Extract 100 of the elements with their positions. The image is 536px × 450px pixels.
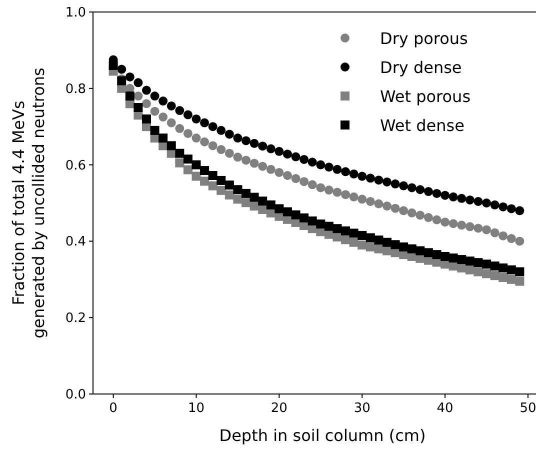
point [274,168,284,177]
point [474,196,483,206]
y-tick-label: 0.2 [65,311,86,326]
point [358,194,367,204]
x-axis-title: Depth in soil column (cm) [219,426,426,445]
point [498,202,508,212]
point [200,137,210,146]
point [242,188,251,198]
point [258,162,268,171]
point [424,187,433,196]
point [416,210,425,220]
point [291,152,300,162]
point [448,219,458,228]
point [242,136,251,146]
point [266,200,276,210]
point [465,222,474,232]
point [233,194,242,204]
legend-label: Dry porous [380,29,468,48]
point [490,228,500,238]
point [316,160,326,170]
legend-label: Wet porous [380,87,471,106]
point [482,198,492,208]
point [208,181,218,190]
point [250,192,259,202]
point [506,204,516,214]
x-tick-label: 0 [109,401,118,416]
point [233,185,242,194]
point [515,267,524,276]
point [117,64,126,74]
point [341,167,350,176]
point [150,126,160,135]
point [382,202,392,211]
point [349,169,358,178]
point [224,180,234,190]
point [208,141,218,150]
point [166,118,176,128]
legend-label: Wet dense [380,116,464,135]
point [175,106,184,116]
point [282,170,292,180]
point [332,188,342,197]
x-tick-label: 10 [188,401,205,416]
point [399,181,408,190]
point [158,112,168,122]
y-tick-label: 0.0 [65,388,86,402]
point [192,172,201,181]
point [266,164,276,174]
point [150,92,160,101]
point [183,128,192,138]
point [192,160,201,170]
point [440,190,450,200]
point [274,204,284,214]
point [274,146,284,156]
point [349,192,358,202]
point [308,158,317,167]
y-axis-title: Fraction of total 4.4 MeVs generated by uncollided neutrons [9,68,48,338]
point [183,110,192,120]
point [142,99,151,108]
point [448,192,458,202]
point [224,130,234,139]
point [233,134,242,143]
point [175,124,184,134]
point [166,101,176,110]
x-tick-label: 20 [270,401,288,416]
point [432,215,442,224]
point [216,145,226,154]
point [332,164,342,174]
point [216,126,226,135]
point [158,134,168,143]
point [308,180,317,190]
point [300,154,309,164]
point [324,162,334,172]
point [224,148,234,158]
y-tick-label: 0.6 [65,158,86,174]
point [498,231,508,240]
point [258,196,268,206]
x-tick-label: 50 [520,401,536,416]
point [192,114,201,124]
point [108,60,118,70]
point [390,179,400,188]
point [282,150,292,159]
point [134,78,143,88]
point [200,118,210,128]
point [158,96,168,106]
point [515,206,524,216]
point [300,177,309,186]
point [291,174,300,184]
point [216,176,226,185]
point [134,103,143,112]
point [183,154,192,164]
point [250,158,259,168]
point [416,185,425,194]
point [490,200,500,210]
point [125,72,134,82]
point [208,170,218,180]
point [216,186,226,195]
legend-label: Dry dense [380,58,462,77]
point [407,208,416,218]
point [175,148,184,158]
point [341,190,350,200]
point [242,156,251,165]
